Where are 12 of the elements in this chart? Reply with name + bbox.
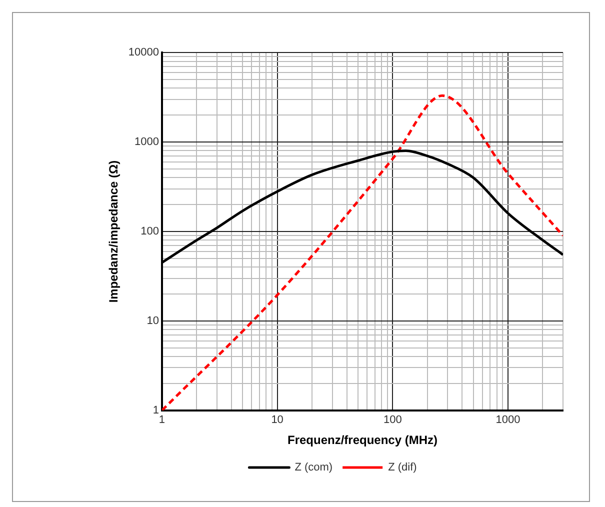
- y-tick-label: 10: [146, 314, 159, 327]
- legend-label: Z (com): [294, 462, 333, 474]
- y-tick-label: 100: [140, 226, 159, 238]
- x-tick-label: 100: [383, 414, 402, 426]
- y-tick-label: 10000: [128, 46, 159, 59]
- x-tick-label: 10: [271, 414, 284, 426]
- x-axis-title: Frequenz/frequency (MHz): [287, 433, 438, 448]
- y-axis-title: Impedanz/impedance (Ω): [106, 160, 121, 303]
- legend-label: Z (dif): [388, 462, 417, 474]
- y-tick-label: 1: [152, 404, 159, 416]
- y-tick-label: 1000: [134, 136, 159, 148]
- x-tick-label: 1000: [496, 414, 520, 426]
